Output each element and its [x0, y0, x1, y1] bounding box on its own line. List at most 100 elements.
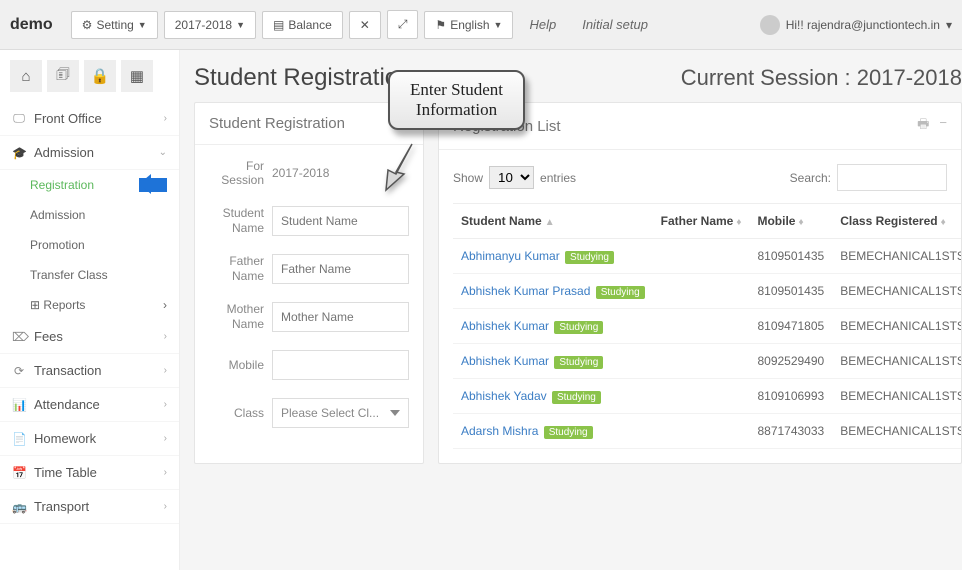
sidebar-sub-registration[interactable]: Registration	[0, 170, 179, 200]
session-field-label: For Session	[209, 159, 264, 188]
user-greeting: Hi!! rajendra@junctiontech.in	[786, 18, 940, 32]
student-name-cell[interactable]: Abhishek Kumar Prasad Studying	[453, 274, 653, 309]
father-name-input[interactable]	[272, 254, 409, 284]
class-select[interactable]: Please Select Cl...	[272, 398, 409, 428]
mobile-cell: 8109471805	[749, 309, 832, 344]
print-icon[interactable]: 🖶	[917, 115, 929, 137]
table-row[interactable]: Abhishek Yadav Studying 8109106993BEMECHA…	[453, 379, 961, 414]
expand-button[interactable]: ⤢	[387, 10, 419, 39]
sidebar-item-front-office[interactable]: 🖵Front Office›	[0, 102, 179, 136]
student-name-cell[interactable]: Abhimanyu Kumar Studying	[453, 239, 653, 274]
status-badge: Studying	[544, 426, 593, 439]
mobile-cell: 8871743033	[749, 414, 832, 449]
father-cell	[653, 309, 750, 344]
mobile-cell: 8092529490	[749, 344, 832, 379]
entries-select[interactable]: 10	[489, 166, 534, 189]
sidebar-item-fees[interactable]: ⌦Fees›	[0, 320, 179, 354]
sort-icon: ♦	[941, 217, 946, 228]
student-name-cell[interactable]: Adarsh Mishra Studying	[453, 414, 653, 449]
compress-button[interactable]: ✕	[349, 11, 381, 39]
father-cell	[653, 344, 750, 379]
expand-icon: ⤢	[398, 17, 408, 32]
search-input[interactable]	[837, 164, 947, 191]
student-name-input[interactable]	[272, 206, 409, 236]
table-row[interactable]: Abhimanyu Kumar Studying8109501435BEMECH…	[453, 239, 961, 274]
table-row[interactable]: Abhishek Kumar Studying 8109471805BEMECHA…	[453, 309, 961, 344]
class-cell: BEMECHANICAL1STSEMA	[832, 344, 961, 379]
student-name-cell[interactable]: Abhishek Kumar Studying	[453, 309, 653, 344]
mother-name-label: Mother Name	[209, 302, 264, 331]
sidebar-sub-promotion[interactable]: Promotion	[0, 230, 179, 260]
initial-setup-link[interactable]: Initial setup	[572, 11, 658, 38]
user-menu[interactable]: Hi!! rajendra@junctiontech.in ▾	[760, 15, 952, 35]
content: Student Registration Current Session : 2…	[180, 50, 962, 570]
session-field-value: 2017-2018	[272, 166, 329, 180]
calendar-icon[interactable]: ▦	[121, 60, 153, 92]
col-father-name[interactable]: Father Name♦	[653, 204, 750, 239]
student-name-cell[interactable]: Abhishek Kumar Studying	[453, 344, 653, 379]
active-arrow-icon	[139, 178, 167, 192]
father-cell	[653, 274, 750, 309]
page-header: Student Registration Current Session : 2…	[194, 64, 962, 92]
sidebar-sub-admission[interactable]: Admission	[0, 200, 179, 230]
language-dropdown[interactable]: ⚑English▼	[424, 11, 513, 39]
status-badge: Studying	[596, 286, 645, 299]
help-link[interactable]: Help	[519, 11, 566, 38]
brand: demo	[10, 16, 53, 34]
class-label: Class	[209, 406, 264, 420]
father-name-label: Father Name	[209, 254, 264, 283]
translate-icon[interactable]: 🗊	[47, 60, 79, 92]
sidebar-item-admission[interactable]: 🎓Admission⌄	[0, 136, 179, 170]
search-label: Search:	[790, 171, 831, 185]
sort-icon: ▲	[545, 217, 555, 228]
sidebar-item-transport[interactable]: 🚌Transport›	[0, 490, 179, 524]
card-icon: ▤	[273, 18, 284, 32]
sidebar: ⌂ 🗊 🔒 ▦ 🖵Front Office›🎓Admission⌄Registr…	[0, 50, 180, 570]
sort-icon: ♦	[798, 217, 803, 228]
balance-button[interactable]: ▤Balance	[262, 11, 343, 39]
student-name-cell[interactable]: Abhishek Yadav Studying	[453, 379, 653, 414]
status-badge: Studying	[554, 321, 603, 334]
status-badge: Studying	[565, 251, 614, 264]
page-title: Student Registration	[194, 64, 411, 92]
father-cell	[653, 239, 750, 274]
class-cell: BEMECHANICAL1STSEMA	[832, 379, 961, 414]
mobile-cell: 8109501435	[749, 239, 832, 274]
callout-annotation: Enter Student Information	[388, 70, 525, 130]
sidebar-sub-transfer-class[interactable]: Transfer Class	[0, 260, 179, 290]
sidebar-item-time-table[interactable]: 📅Time Table›	[0, 456, 179, 490]
col-mobile[interactable]: Mobile♦	[749, 204, 832, 239]
flag-icon: ⚑	[435, 18, 446, 32]
col-class-registered[interactable]: Class Registered♦	[832, 204, 961, 239]
mobile-input[interactable]	[272, 350, 409, 380]
class-cell: BEMECHANICAL1STSEMA	[832, 309, 961, 344]
home-icon[interactable]: ⌂	[10, 60, 42, 92]
avatar-icon	[760, 15, 780, 35]
student-name-label: Student Name	[209, 206, 264, 235]
lock-icon[interactable]: 🔒	[84, 60, 116, 92]
mobile-label: Mobile	[209, 358, 264, 372]
father-cell	[653, 414, 750, 449]
sidebar-item-transaction[interactable]: ⟳Transaction›	[0, 354, 179, 388]
table-row[interactable]: Abhishek Kumar Studying 8092529490BEMECHA…	[453, 344, 961, 379]
class-cell: BEMECHANICAL1STSEMA	[832, 414, 961, 449]
table-row[interactable]: Abhishek Kumar Prasad Studying 8109501435…	[453, 274, 961, 309]
session-dropdown[interactable]: 2017-2018▼	[164, 11, 256, 39]
callout-arrow-icon	[378, 142, 422, 195]
gear-icon: ⚙	[82, 18, 93, 32]
mobile-cell: 8109106993	[749, 379, 832, 414]
setting-dropdown[interactable]: ⚙Setting▼	[71, 11, 158, 39]
minimize-icon[interactable]: −	[939, 115, 947, 137]
topbar: demo ⚙Setting▼ 2017-2018▼ ▤Balance ✕ ⤢ ⚑…	[0, 0, 962, 50]
sort-icon: ♦	[736, 217, 741, 228]
sidebar-item-attendance[interactable]: 📊Attendance›	[0, 388, 179, 422]
registration-table: Student Name▲Father Name♦Mobile♦Class Re…	[453, 203, 961, 449]
sidebar-sub-reports[interactable]: ⊞ Reports›	[0, 290, 179, 320]
col-student-name[interactable]: Student Name▲	[453, 204, 653, 239]
mother-name-input[interactable]	[272, 302, 409, 332]
mobile-cell: 8109501435	[749, 274, 832, 309]
status-badge: Studying	[554, 356, 603, 369]
registration-list-panel: Registration List 🖶 − Show 10 entries Se…	[438, 102, 962, 464]
sidebar-item-homework[interactable]: 📄Homework›	[0, 422, 179, 456]
table-row[interactable]: Adarsh Mishra Studying 8871743033BEMECHAN…	[453, 414, 961, 449]
